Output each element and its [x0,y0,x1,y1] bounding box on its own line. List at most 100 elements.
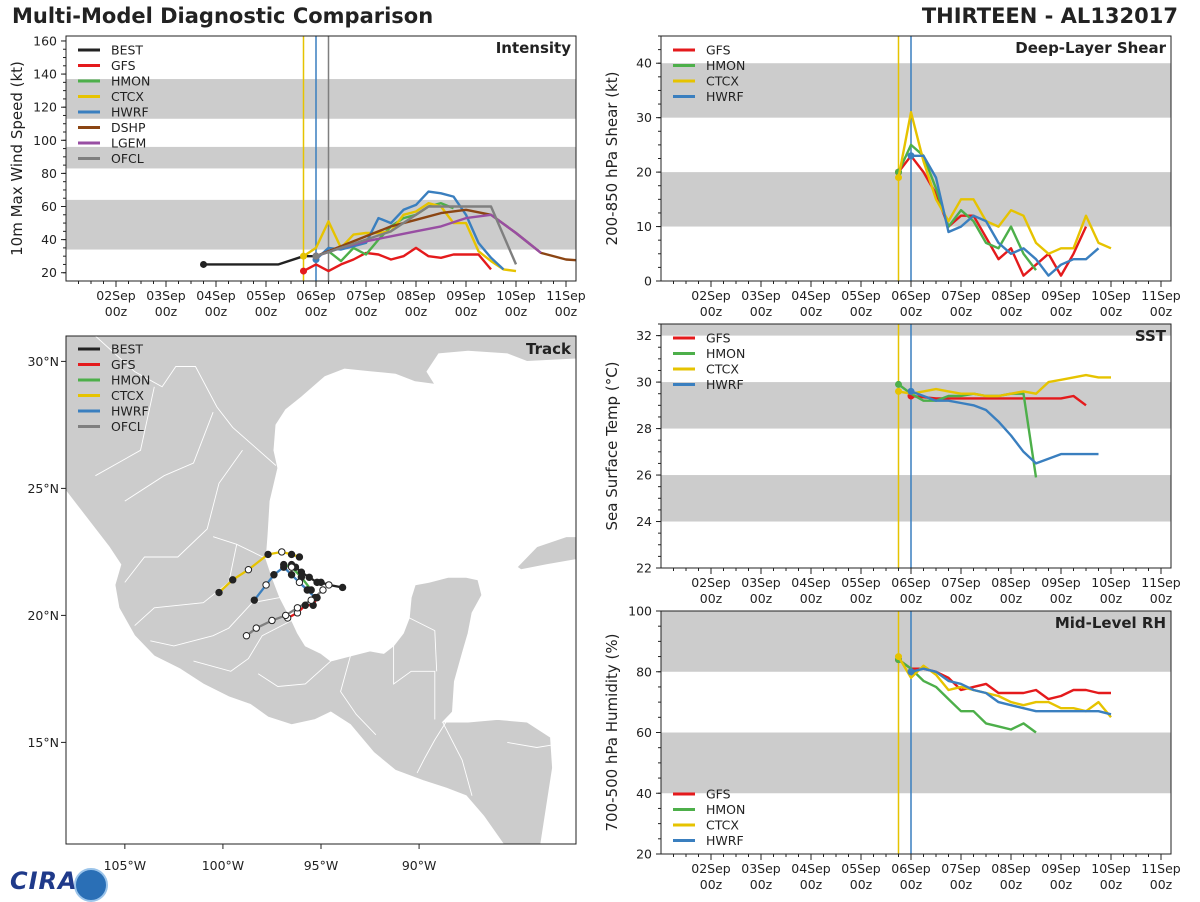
track-point-gfs [301,601,310,609]
sst-xtick-label: 11Sep [1141,575,1181,590]
intensity-ytick-label: 120 [33,100,57,115]
rh-panel: 2040608010002Sep00z03Sep00z04Sep00z05Sep… [603,604,1181,893]
track-point-best [305,573,313,582]
sst-xtick-label: 00z [950,591,973,606]
intensity-ytick-label: 20 [41,265,57,280]
intensity-ytick-label: 60 [41,199,57,214]
sst-xtick-label: 00z [750,591,773,606]
sst-legend-ctcx: CTCX [706,362,739,377]
track-xtick-label: 95°W [304,858,339,873]
rh-point-hwrf [907,668,915,676]
shear-ytick-label: 20 [636,165,652,180]
sst-ytick-label: 22 [636,561,652,576]
shear-xtick-label: 00z [900,304,923,319]
sst-band [661,475,1171,522]
shear-xtick-label: 00z [850,304,873,319]
sst-xtick-label: 08Sep [991,575,1031,590]
track-xtick-label: 105°W [104,858,146,873]
track-hmon [283,563,313,591]
track-point-hwrf [250,596,259,604]
shear-title: Deep-Layer Shear [1015,39,1166,57]
state-border [257,660,332,687]
track-point-best [325,581,333,589]
shear-xtick-label: 04Sep [791,288,831,303]
track-point-best [338,583,347,592]
intensity-band [66,79,576,119]
track-point-hwrf [280,563,288,571]
track-map-area [66,336,576,844]
intensity-ytick-label: 160 [33,33,57,48]
intensity-series-gfs [302,246,492,273]
shear-series-hwrf [911,154,1100,277]
rh-ylabel: 700-500 hPa Humidity (%) [603,633,621,831]
sst-band [661,324,1171,336]
track-point-ctcx [244,565,253,574]
state-border [124,450,243,583]
intensity-xtick-label: 00z [105,304,128,319]
track-point-ofcl [293,604,302,612]
track-point-hwrf [303,586,311,594]
intensity-ylabel: 10m Max Wind Speed (kt) [8,61,26,256]
sst-xtick-label: 06Sep [891,575,931,590]
intensity-legend-best: BEST [111,43,143,58]
intensity-legend-lgem: LGEM [111,136,146,151]
rh-ytick-label: 100 [628,604,652,619]
intensity-xtick-label: 11Sep [546,288,586,303]
rh-xtick-label: 05Sep [841,861,881,876]
intensity-ytick-label: 40 [41,232,57,247]
shear-legend-hwrf: HWRF [706,89,744,104]
intensity-legend-hmon: HMON [111,74,150,89]
cira-logo: CIRA [10,867,78,895]
intensity-title: Intensity [496,39,572,57]
sst-ytick-label: 28 [636,421,652,436]
shear-xtick-label: 00z [700,304,723,319]
track-panel: 105°W 100°W 95°W 90°W 15°N 20°N 25°N 30°N Track B… [27,335,577,873]
intensity-point-ctcx [300,252,307,260]
intensity-xtick-label: 06Sep [296,288,336,303]
intensity-series-ofcl [315,205,518,265]
shear-xtick-label: 00z [800,304,823,319]
intensity-band [66,146,576,169]
shear-xtick-label: 11Sep [1141,288,1181,303]
sst-ytick-label: 32 [636,328,652,343]
sst-xtick-label: 09Sep [1041,575,1081,590]
sst-xtick-label: 00z [700,591,723,606]
sst-point-ctcx [895,387,902,395]
shear-xtick-label: 00z [950,304,973,319]
intensity-series-ctcx [302,201,517,273]
rh-ytick-label: 40 [636,786,652,801]
track-point-best [313,578,321,587]
cira-logo-disc [74,868,108,902]
rh-series-ctcx [897,655,1112,719]
sst-legend-gfs: GFS [706,331,731,346]
track-point-hwrf [287,571,296,579]
rh-xtick-label: 11Sep [1141,861,1181,876]
rh-ytick-label: 80 [636,664,652,679]
shear-xtick-label: 00z [1100,304,1123,319]
shear-xtick-label: 08Sep [991,288,1031,303]
intensity-ytick-label: 100 [33,133,57,148]
shear-xtick-label: 03Sep [741,288,781,303]
shear-xtick-label: 06Sep [891,288,931,303]
track-point-hwrf [295,578,304,587]
state-border [95,336,277,466]
shear-xtick-label: 02Sep [691,288,731,303]
rh-series-hmon [897,658,1037,734]
shear-ytick-label: 40 [636,56,652,71]
intensity-ytick-label: 140 [33,67,57,82]
shear-xtick-label: 05Sep [841,288,881,303]
shear-series-ctcx [897,110,1112,256]
state-border [340,655,377,736]
sst-point-hmon [895,380,902,388]
sst-xtick-label: 00z [850,591,873,606]
shear-ylabel: 200-850 hPa Shear (kt) [603,72,621,246]
track-point-ofcl [268,616,276,625]
rh-xtick-label: 00z [700,877,723,892]
rh-xtick-label: 08Sep [991,861,1031,876]
shear-legend-ctcx: CTCX [706,74,739,89]
intensity-xtick-label: 00z [455,304,478,319]
intensity-xtick-label: 03Sep [146,288,186,303]
intensity-xtick-label: 02Sep [96,288,136,303]
state-border [134,544,238,626]
intensity-legend-ofcl: OFCL [111,151,144,166]
